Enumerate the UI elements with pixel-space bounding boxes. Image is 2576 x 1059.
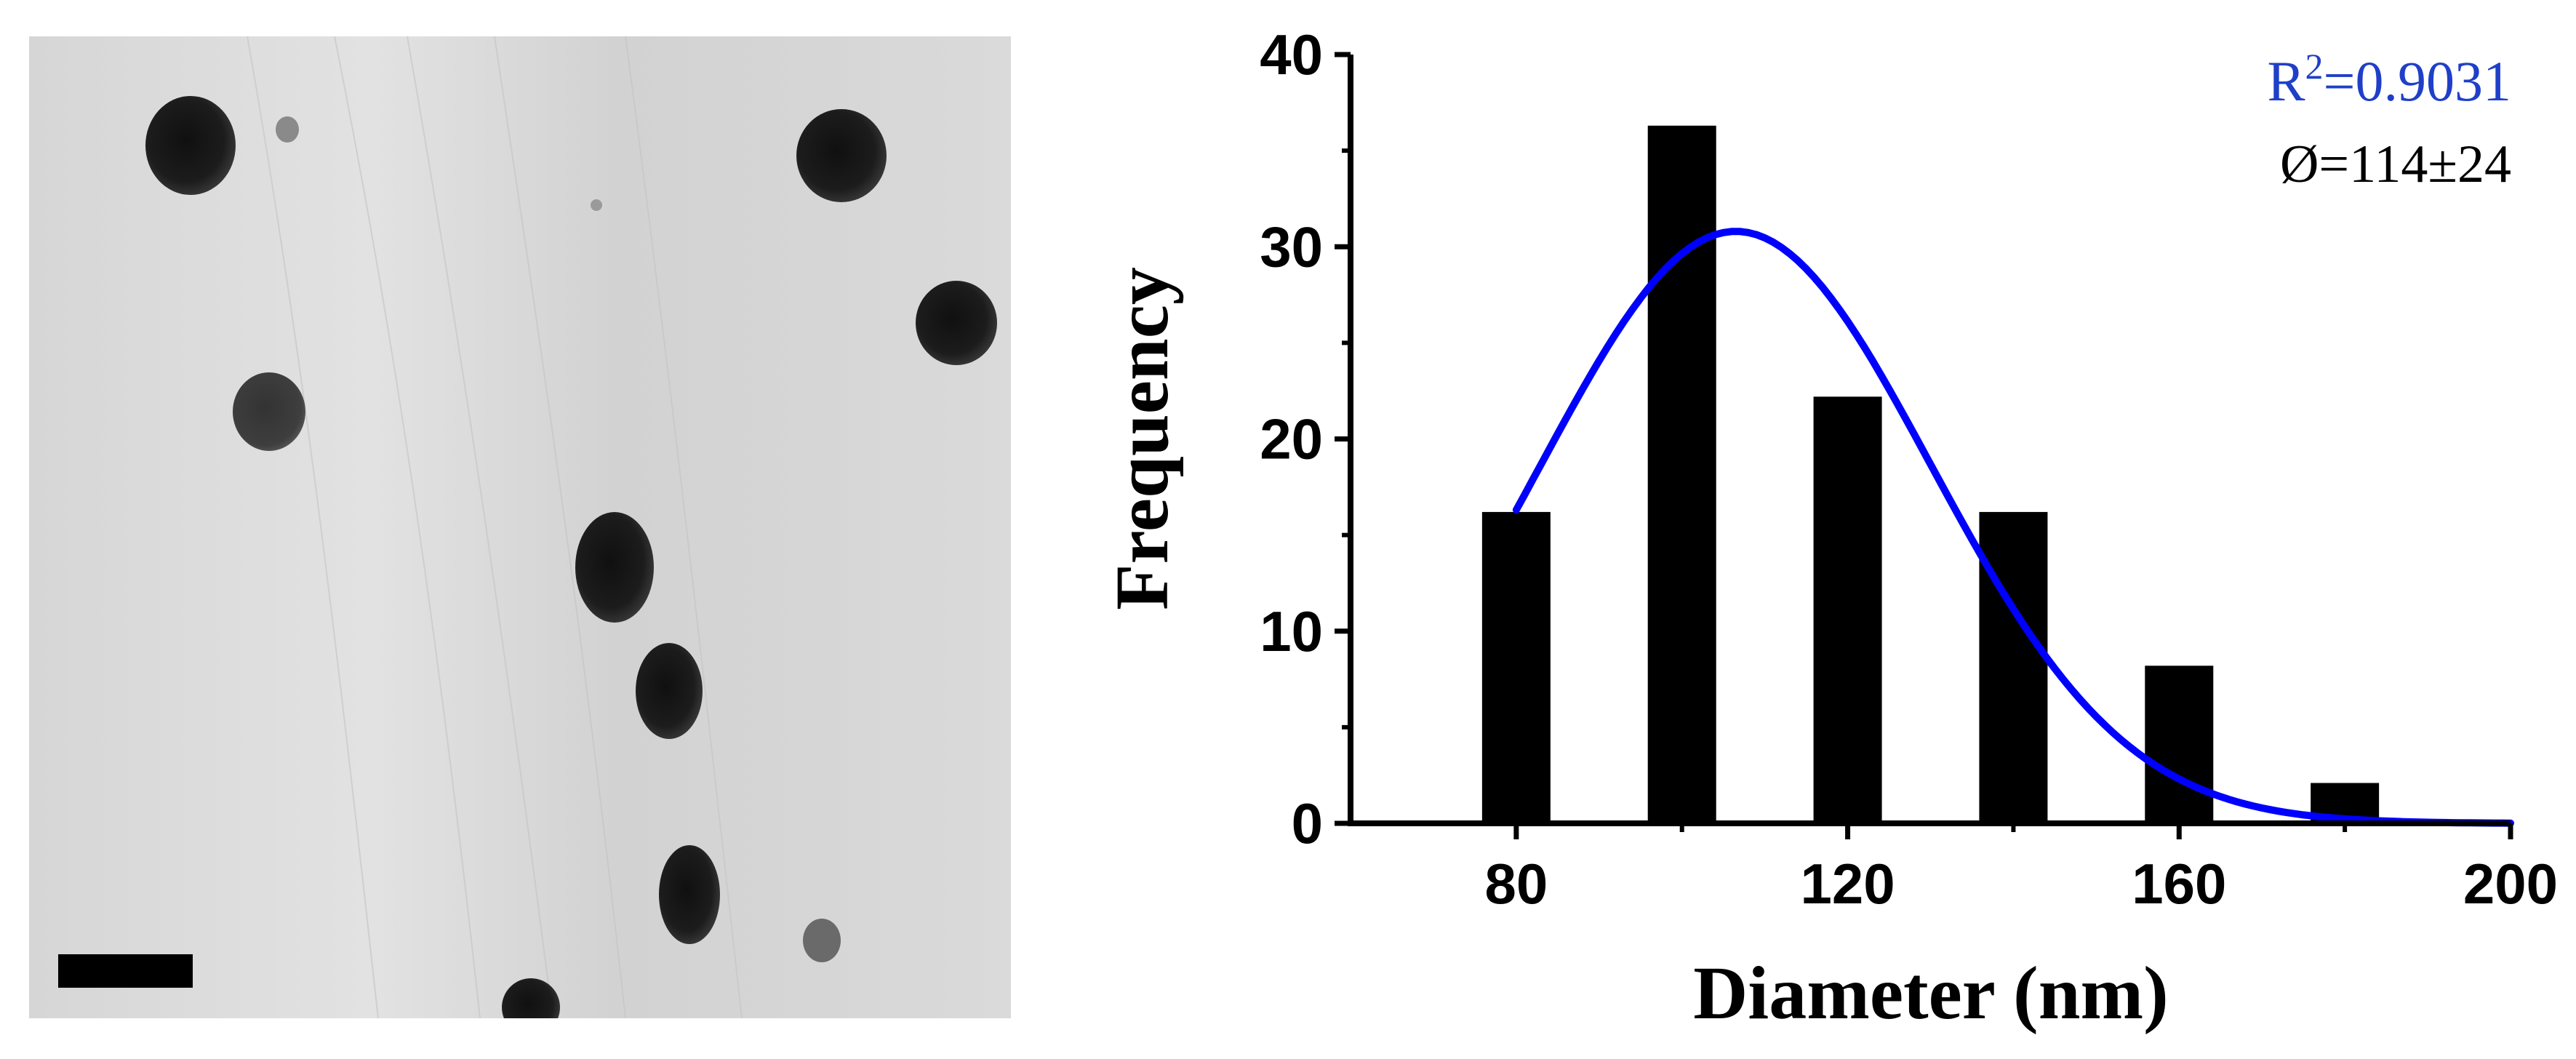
y-tick-label: 30: [1260, 215, 1323, 279]
x-tick-label: 160: [2132, 852, 2226, 916]
histogram-bar: [2311, 783, 2380, 823]
nanoparticle: [796, 109, 887, 202]
tem-micrograph: [29, 36, 1011, 1018]
nanoparticle: [636, 643, 703, 739]
nanoparticle: [659, 845, 720, 944]
nanoparticle-small: [276, 116, 299, 143]
histogram-bar: [1481, 511, 1551, 823]
nanoparticle: [502, 978, 560, 1018]
y-axis-label: Frequency: [1100, 267, 1184, 610]
scale-bar: [58, 954, 193, 988]
tick-group: [1335, 52, 2513, 839]
nanoparticle: [916, 281, 997, 365]
y-tick-label: 20: [1260, 407, 1323, 471]
x-axis-label: Diameter (nm): [1693, 951, 2169, 1035]
y-tick-label: 40: [1260, 23, 1323, 87]
nanoparticle-small: [591, 199, 602, 211]
mean-diameter-annotation: Ø=114±24: [2280, 135, 2511, 194]
r-squared-superscript: 2: [2305, 46, 2324, 87]
tem-streaks: [247, 36, 743, 1018]
histogram-bar: [2145, 666, 2214, 823]
nanoparticle-small: [803, 919, 841, 962]
r-squared-letter: R: [2267, 49, 2305, 113]
x-tick-label: 120: [1801, 852, 1895, 916]
histogram-bar: [1813, 396, 1882, 823]
r-squared-annotation: R2=0.9031: [2267, 46, 2511, 113]
bar-group: [1481, 125, 2380, 823]
y-tick-label: 10: [1260, 599, 1323, 663]
x-tick-label: 200: [2463, 852, 2558, 916]
r-squared-value: =0.9031: [2324, 49, 2512, 113]
y-tick-label: 0: [1292, 791, 1323, 855]
nanoparticle: [575, 512, 654, 623]
axes: [1348, 55, 2511, 826]
x-tick-label: 80: [1484, 852, 1548, 916]
nanoparticle: [233, 372, 305, 451]
histogram-bar: [1979, 511, 2048, 823]
gaussian-fit-curve: [1512, 228, 2514, 827]
histogram-bar: [1647, 125, 1716, 823]
nanoparticle: [145, 96, 236, 195]
tick-label-group: 0 10 20 30 40 80 120 160 200: [1260, 23, 2558, 916]
